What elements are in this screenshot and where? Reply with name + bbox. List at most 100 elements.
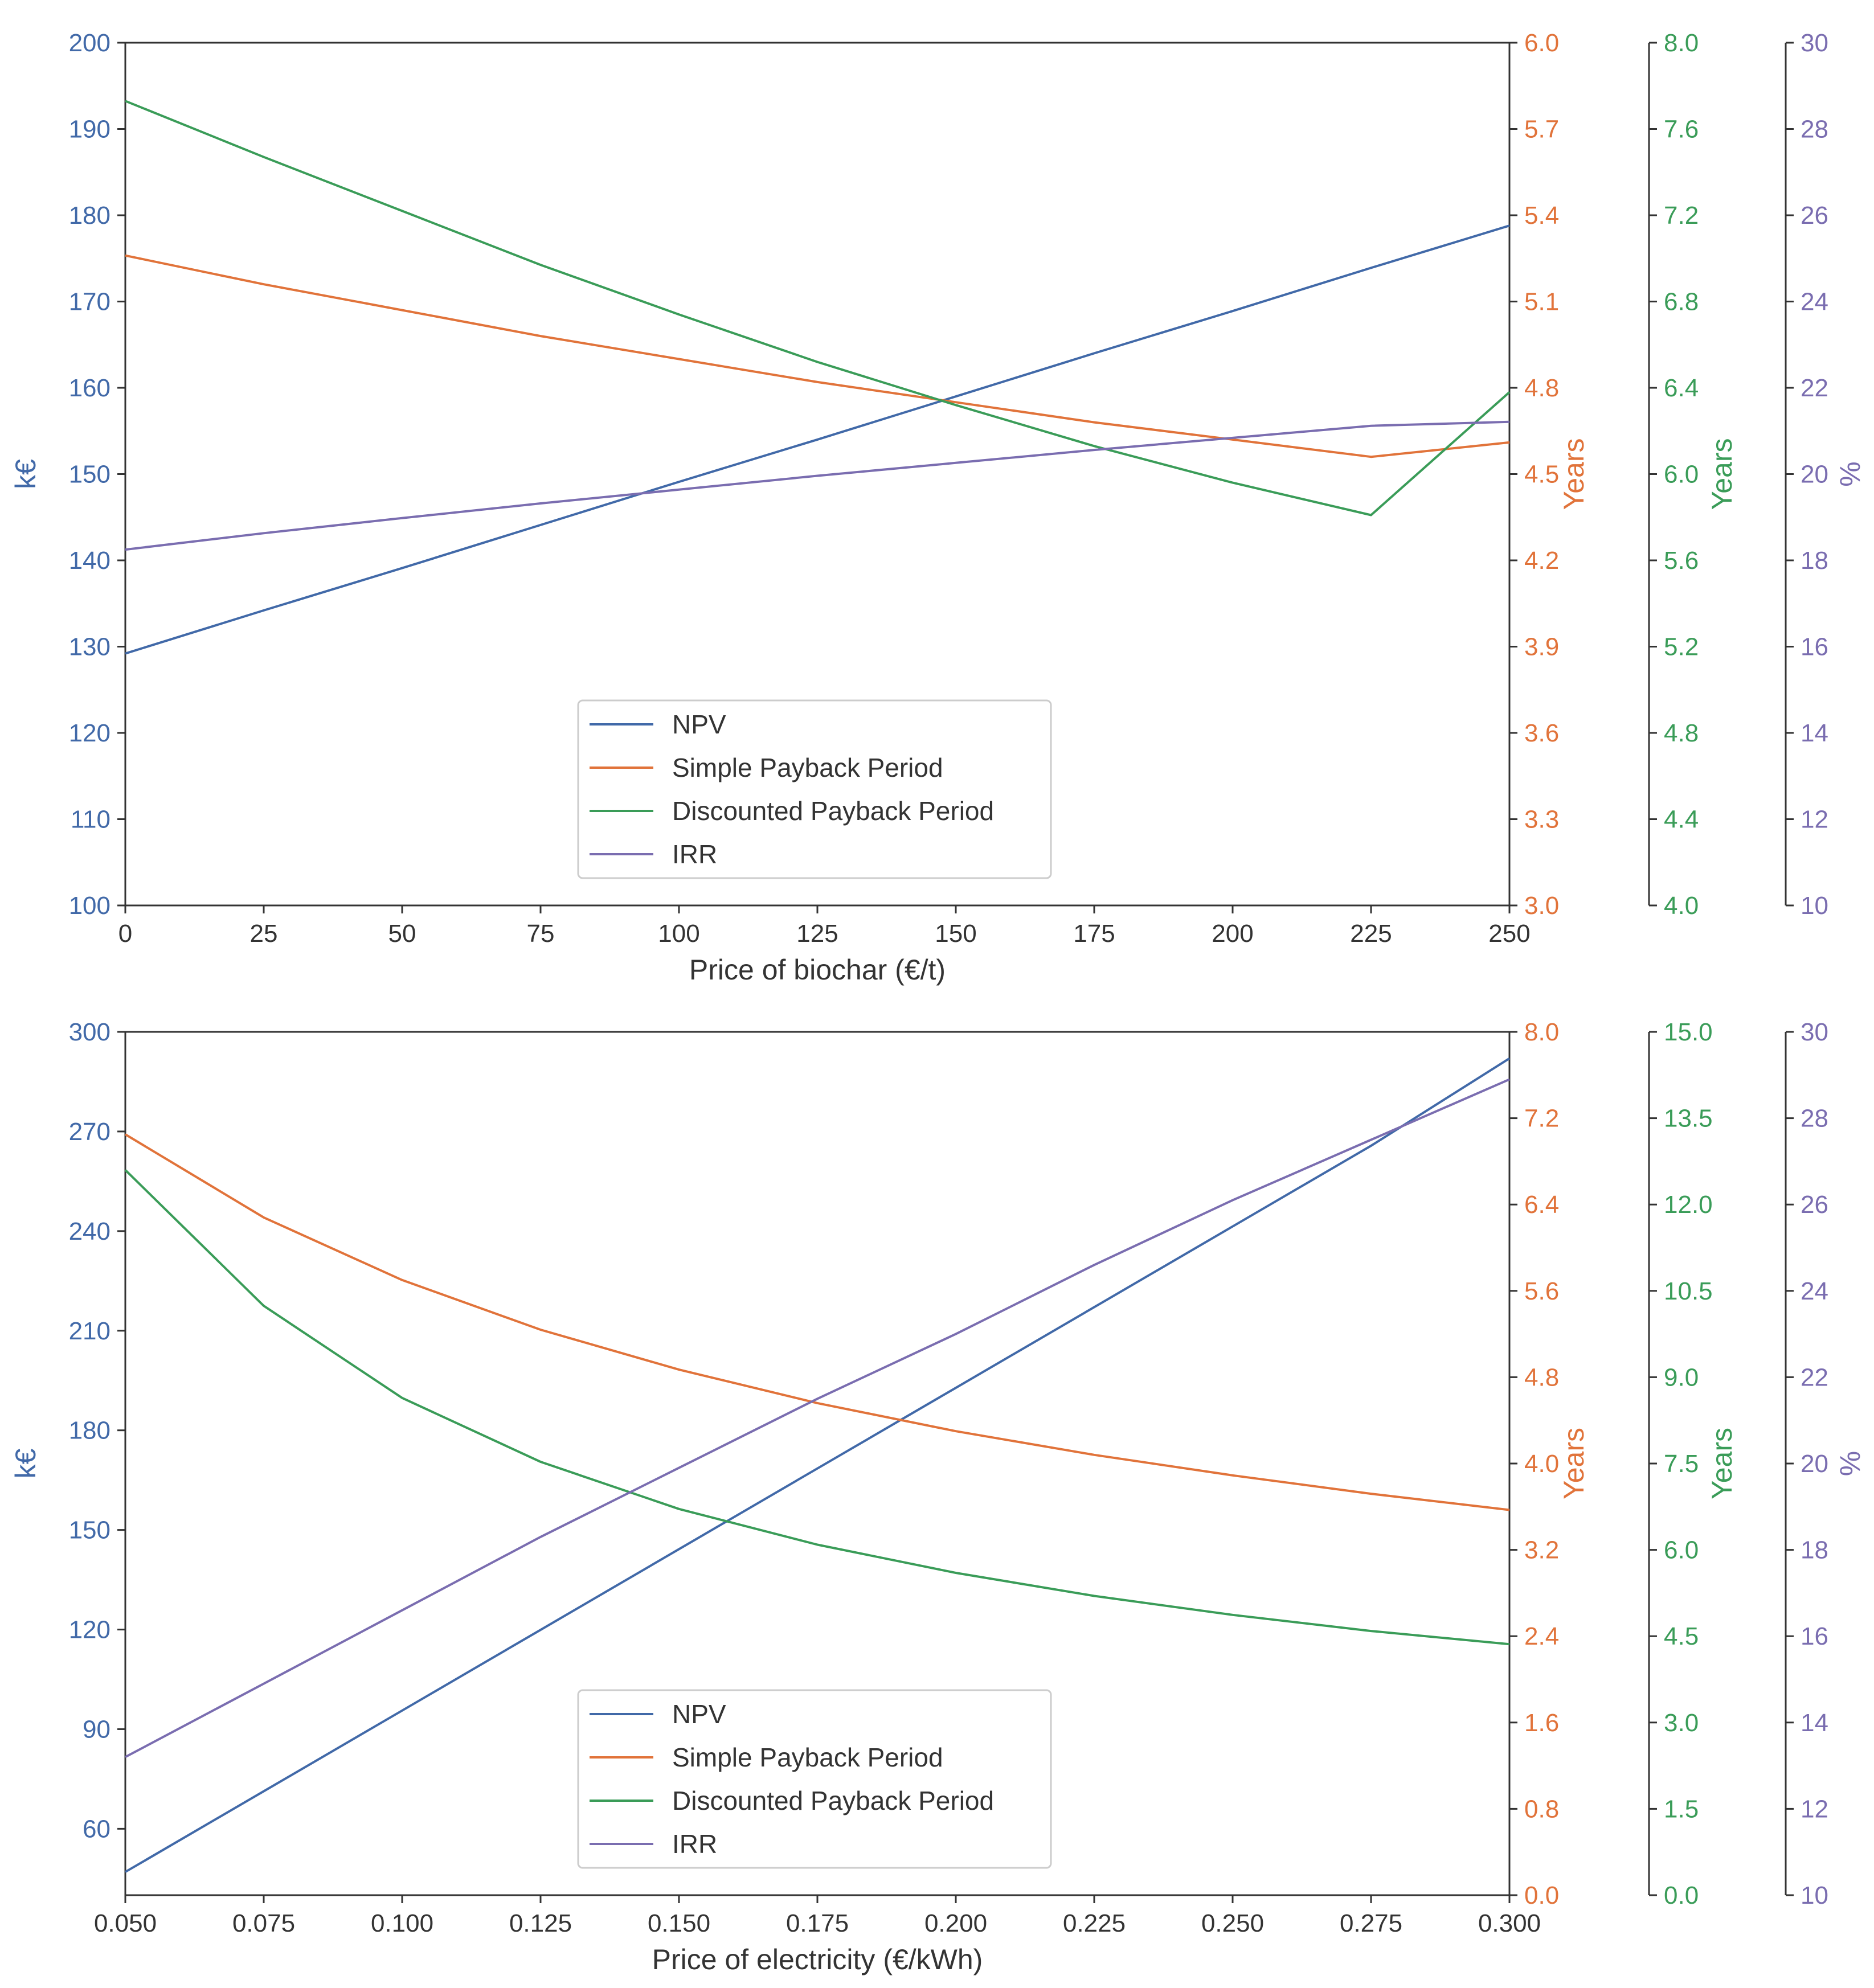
series-line-irr bbox=[125, 1078, 1510, 1759]
y-tick-label: 20 bbox=[1801, 461, 1828, 489]
y-tick-label: 9.0 bbox=[1664, 1363, 1699, 1391]
y-tick-label: 110 bbox=[71, 806, 111, 834]
y-tick-label: 24 bbox=[1801, 1277, 1828, 1305]
x-tick-label: 100 bbox=[658, 920, 699, 948]
y-tick-label: 6.0 bbox=[1664, 1536, 1699, 1564]
x-tick-label: 0.150 bbox=[648, 1909, 710, 1937]
legend-label: Discounted Payback Period bbox=[672, 796, 994, 826]
y-tick-label: 170 bbox=[69, 288, 111, 316]
x-tick-label: 200 bbox=[1212, 920, 1253, 948]
legend-label: Discounted Payback Period bbox=[672, 1786, 994, 1815]
x-axis-title: Price of electricity (€/kWh) bbox=[652, 1944, 983, 1975]
y-tick-label: 12 bbox=[1801, 806, 1828, 834]
y-tick-label: 26 bbox=[1801, 202, 1828, 229]
y-tick-label: 60 bbox=[83, 1815, 111, 1843]
x-tick-label: 0 bbox=[118, 920, 132, 948]
y-tick-label: 8.0 bbox=[1524, 1018, 1559, 1046]
series-line-simple-payback-period bbox=[125, 254, 1510, 458]
y-tick-label: 10 bbox=[1801, 1882, 1828, 1909]
y-tick-label: 5.7 bbox=[1524, 116, 1559, 144]
x-tick-label: 175 bbox=[1073, 920, 1115, 948]
series-line-discounted-payback-period bbox=[125, 100, 1511, 517]
y-tick-label: 3.2 bbox=[1524, 1536, 1559, 1564]
y-tick-label: 7.2 bbox=[1524, 1105, 1559, 1133]
y-tick-label: 4.4 bbox=[1664, 806, 1699, 834]
y-tick-label: 120 bbox=[69, 719, 111, 747]
y-tick-label: 6.0 bbox=[1524, 29, 1559, 57]
top-chart-biochar: 0 25 50 75 100 125 150 175 200 225 250 Price of bio… bbox=[10, 29, 1866, 986]
y-tick-label: 4.5 bbox=[1664, 1622, 1699, 1650]
y-tick-label: 16 bbox=[1801, 1622, 1828, 1650]
y-tick-label: 5.4 bbox=[1524, 202, 1559, 229]
y-tick-label: 5.2 bbox=[1664, 633, 1699, 661]
x-tick-label: 0.275 bbox=[1340, 1909, 1402, 1937]
y-tick-label: 24 bbox=[1801, 288, 1828, 316]
y-axis-title: % bbox=[1834, 1451, 1866, 1476]
y-tick-label: 90 bbox=[83, 1715, 111, 1743]
legend-label: Simple Payback Period bbox=[672, 753, 943, 782]
y-tick-label: 28 bbox=[1801, 1105, 1828, 1133]
y-tick-label: 4.2 bbox=[1524, 547, 1559, 575]
legend-box bbox=[577, 699, 1052, 879]
y-tick-label: 240 bbox=[69, 1218, 111, 1245]
y-tick-label: 6.0 bbox=[1664, 461, 1699, 489]
y-axis-title: Years bbox=[1558, 1428, 1590, 1499]
y-tick-label: 22 bbox=[1801, 374, 1828, 402]
x-tick-label: 0.050 bbox=[94, 1909, 157, 1937]
y-tick-label: 10.5 bbox=[1664, 1277, 1713, 1305]
y-tick-label: 3.0 bbox=[1664, 1709, 1699, 1737]
legend-label: Simple Payback Period bbox=[672, 1743, 943, 1772]
y-axis-title: Years bbox=[1558, 438, 1590, 510]
y-tick-label: 8.0 bbox=[1664, 29, 1699, 57]
y-tick-label: 18 bbox=[1801, 547, 1828, 575]
y-tick-label: 4.0 bbox=[1524, 1450, 1559, 1478]
y-tick-label: 30 bbox=[1801, 29, 1828, 57]
y-tick-label: 300 bbox=[69, 1018, 111, 1046]
y-tick-label: 3.0 bbox=[1524, 892, 1559, 920]
y-tick-label: 180 bbox=[69, 1417, 111, 1445]
y-tick-label: 180 bbox=[69, 202, 111, 229]
y-tick-label: 14 bbox=[1801, 719, 1828, 747]
y-axis-title: Years bbox=[1706, 438, 1738, 510]
y-tick-label: 4.8 bbox=[1524, 1363, 1559, 1391]
y-tick-label: 7.2 bbox=[1664, 202, 1699, 229]
x-tick-label: 0.250 bbox=[1201, 1909, 1264, 1937]
legend-label: NPV bbox=[672, 710, 726, 739]
x-tick-label: 50 bbox=[388, 920, 416, 948]
series-line-simple-payback-period bbox=[124, 1133, 1510, 1511]
y-tick-label: 20 bbox=[1801, 1450, 1828, 1478]
x-tick-label: 75 bbox=[527, 920, 555, 948]
y-tick-label: 3.3 bbox=[1524, 806, 1559, 834]
y-tick-label: 6.8 bbox=[1664, 288, 1699, 316]
x-axis-title: Price of biochar (€/t) bbox=[689, 954, 946, 986]
y-tick-label: 3.9 bbox=[1524, 633, 1559, 661]
y-tick-label: 12.0 bbox=[1664, 1191, 1713, 1219]
y-tick-label: 4.5 bbox=[1524, 461, 1559, 489]
y-tick-label: 10 bbox=[1801, 892, 1828, 920]
x-tick-label: 0.225 bbox=[1063, 1909, 1126, 1937]
y-tick-label: 200 bbox=[69, 29, 111, 57]
y-tick-label: 13.5 bbox=[1664, 1105, 1713, 1133]
y-tick-label: 4.8 bbox=[1664, 719, 1699, 747]
x-tick-label: 0.300 bbox=[1478, 1909, 1541, 1937]
series-line-discounted-payback-period bbox=[124, 1169, 1510, 1646]
y-axis-title: k€ bbox=[10, 1448, 42, 1478]
y-tick-label: 120 bbox=[69, 1616, 111, 1644]
series-line-npv bbox=[124, 1057, 1511, 1873]
y-tick-label: 1.5 bbox=[1664, 1795, 1699, 1823]
y-axis-title: k€ bbox=[10, 459, 42, 489]
y-tick-label: 270 bbox=[69, 1118, 111, 1146]
y-tick-label: 26 bbox=[1801, 1191, 1828, 1219]
y-axis-title: % bbox=[1834, 461, 1866, 486]
series-line-irr bbox=[125, 420, 1510, 551]
x-tick-label: 250 bbox=[1488, 920, 1530, 948]
legend-label: IRR bbox=[672, 839, 717, 869]
x-tick-label: 25 bbox=[250, 920, 278, 948]
x-tick-label: 225 bbox=[1350, 920, 1392, 948]
y-tick-label: 6.4 bbox=[1664, 374, 1699, 402]
y-tick-label: 7.6 bbox=[1664, 116, 1699, 144]
y-tick-label: 5.6 bbox=[1664, 547, 1699, 575]
y-tick-label: 140 bbox=[69, 547, 111, 575]
y-tick-label: 100 bbox=[69, 892, 111, 920]
